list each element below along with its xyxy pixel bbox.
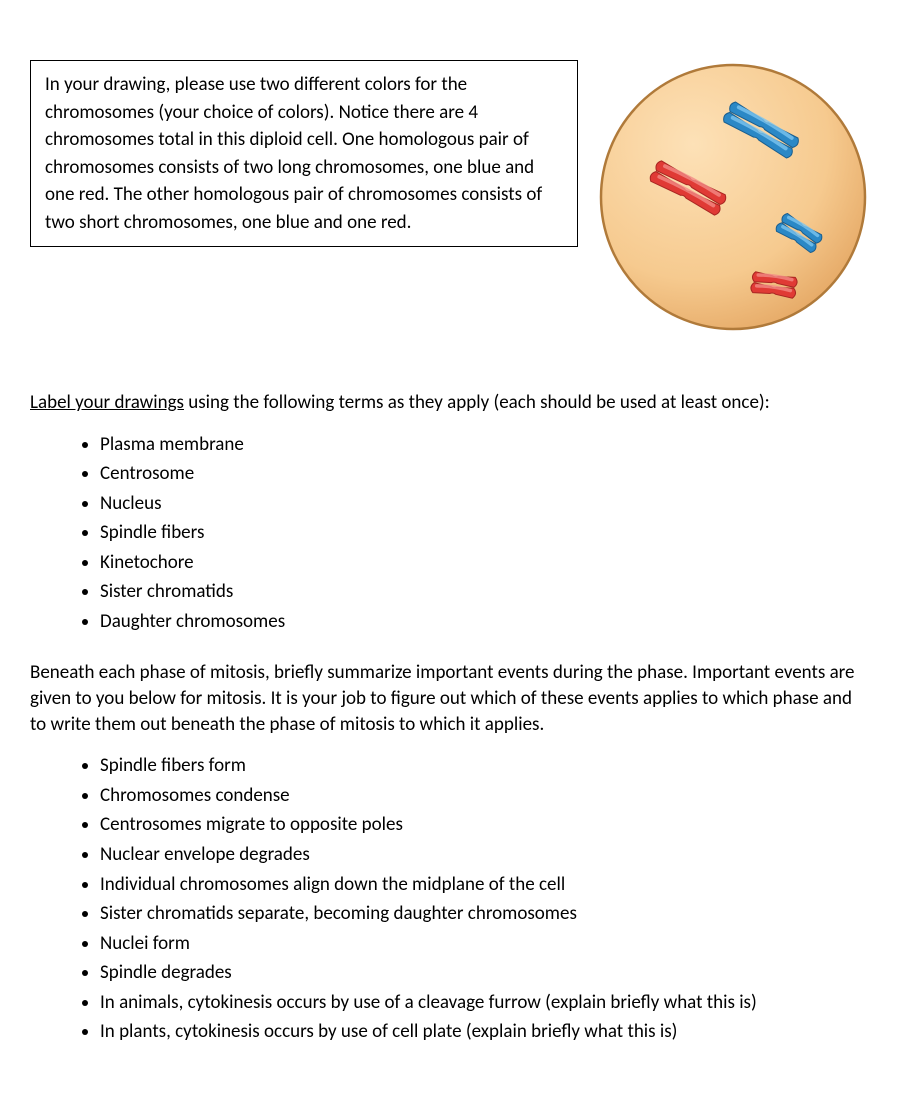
label-lead-underlined: Label your drawings [30, 391, 184, 414]
cell-svg [596, 60, 871, 335]
list-item: Daughter chromosomes [100, 607, 871, 637]
list-item: Spindle fibers [100, 518, 871, 548]
events-lead: Beneath each phase of mitosis, briefly s… [30, 660, 871, 737]
list-item: In plants, cytokinesis occurs by use of … [100, 1017, 871, 1047]
list-item: Sister chromatids [100, 577, 871, 607]
label-lead-rest: using the following terms as they apply … [184, 391, 770, 414]
list-item: Kinetochore [100, 548, 871, 578]
instruction-box: In your drawing, please use two differen… [30, 60, 578, 247]
terms-list: Plasma membraneCentrosomeNucleusSpindle … [30, 430, 871, 637]
list-item: Spindle fibers form [100, 751, 871, 781]
events-list: Spindle fibers formChromosomes condenseC… [30, 751, 871, 1046]
label-lead: Label your drawings using the following … [30, 390, 871, 416]
list-item: Chromosomes condense [100, 781, 871, 811]
list-item: Plasma membrane [100, 430, 871, 460]
list-item: Sister chromatids separate, becoming dau… [100, 899, 871, 929]
list-item: Nuclear envelope degrades [100, 840, 871, 870]
list-item: In animals, cytokinesis occurs by use of… [100, 988, 871, 1018]
list-item: Centrosome [100, 459, 871, 489]
list-item: Individual chromosomes align down the mi… [100, 870, 871, 900]
list-item: Spindle degrades [100, 958, 871, 988]
list-item: Centrosomes migrate to opposite poles [100, 810, 871, 840]
list-item: Nucleus [100, 489, 871, 519]
cell-diagram [596, 60, 871, 335]
instruction-text: In your drawing, please use two differen… [45, 73, 542, 234]
list-item: Nuclei form [100, 929, 871, 959]
